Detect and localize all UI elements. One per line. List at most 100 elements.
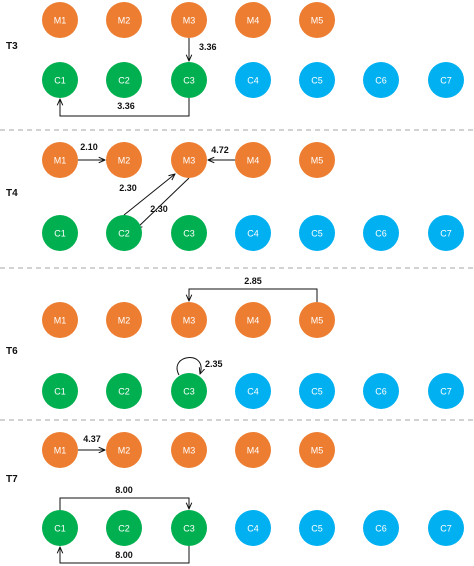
node-circle (363, 62, 399, 98)
node-circle (235, 373, 271, 409)
node-circle (299, 62, 335, 98)
node-label: C6 (375, 387, 387, 397)
node-label: M2 (118, 156, 131, 166)
node-m4-t4: M4 (235, 432, 271, 468)
node-circle (42, 62, 78, 98)
node-circle (235, 62, 271, 98)
edge-m3-to-c2-t2-arrow (136, 177, 190, 229)
node-label: C7 (440, 229, 452, 239)
section-label-t6: T6 (6, 346, 18, 357)
node-circle (363, 510, 399, 546)
node-label: C4 (247, 76, 259, 86)
node-circle (42, 142, 78, 178)
node-c6-t4: C6 (363, 510, 399, 546)
node-label: C4 (247, 387, 259, 397)
node-label: C2 (118, 387, 130, 397)
node-label: C6 (375, 229, 387, 239)
edge-m3-to-c2-t2-label: 2.30 (150, 204, 168, 214)
node-m5-t1: M5 (299, 2, 335, 38)
node-label: C3 (183, 387, 195, 397)
node-c1-t4: C1 (42, 510, 78, 546)
node-label: C6 (375, 524, 387, 534)
node-label: C7 (440, 524, 452, 534)
node-c5-t1: C5 (299, 62, 335, 98)
node-circle (235, 510, 271, 546)
node-label: C2 (118, 229, 130, 239)
node-m1-t3: M1 (42, 302, 78, 338)
node-label: M3 (183, 316, 196, 326)
node-label: M5 (311, 316, 324, 326)
node-m4-t2: M4 (235, 142, 271, 178)
edge-c3-to-c1-t1-label: 3.36 (117, 101, 135, 111)
node-circle (299, 215, 335, 251)
node-c6-t1: C6 (363, 62, 399, 98)
node-circle (171, 215, 207, 251)
node-label: C1 (54, 76, 66, 86)
node-circle (106, 432, 142, 468)
node-m5-t2: M5 (299, 142, 335, 178)
node-circle (428, 62, 464, 98)
node-label: M5 (311, 446, 324, 456)
node-c5-t3: C5 (299, 373, 335, 409)
edge-c1-to-c3-t4-arrow (59, 497, 189, 510)
node-label: C3 (183, 524, 195, 534)
node-circle (428, 215, 464, 251)
node-c5-t4: C5 (299, 510, 335, 546)
node-circle (42, 2, 78, 38)
node-circle (235, 142, 271, 178)
node-c3-t1: C3 (171, 62, 207, 98)
node-label: M1 (54, 156, 67, 166)
edge-m1-to-m2-t4-label: 4.37 (83, 434, 101, 444)
node-circle (42, 373, 78, 409)
node-label: C4 (247, 524, 259, 534)
node-label: C5 (311, 524, 323, 534)
node-circle (171, 142, 207, 178)
section-label-t3: T3 (6, 41, 18, 52)
node-c2-t3: C2 (106, 373, 142, 409)
node-circle (235, 215, 271, 251)
node-c4-t2: C4 (235, 215, 271, 251)
node-m2-t4: M2 (106, 432, 142, 468)
edge-c2-to-m3-t2-arrow (123, 174, 175, 216)
node-circle (235, 302, 271, 338)
node-label: C3 (183, 229, 195, 239)
node-label: M3 (183, 156, 196, 166)
nodes-layer: M1 M2 M3 M4 M5 C1 C2 C3 C4 C5 C6 C7 M1 M2 M3 M4 M5 C1 C2 C3… (42, 2, 464, 546)
node-label: M1 (54, 446, 67, 456)
edge-m1-to-m2-t2-label: 2.10 (80, 142, 98, 152)
node-circle (42, 432, 78, 468)
edge-m3-to-c3-t1-label: 3.36 (199, 42, 217, 52)
node-label: C7 (440, 76, 452, 86)
node-m2-t2: M2 (106, 142, 142, 178)
node-label: C6 (375, 76, 387, 86)
node-label: C1 (54, 524, 66, 534)
node-c5-t2: C5 (299, 215, 335, 251)
node-m2-t1: M2 (106, 2, 142, 38)
node-label: C7 (440, 387, 452, 397)
node-label: C4 (247, 229, 259, 239)
node-label: M3 (183, 16, 196, 26)
node-circle (171, 432, 207, 468)
node-m1-t4: M1 (42, 432, 78, 468)
node-label: M2 (118, 446, 131, 456)
node-circle (299, 302, 335, 338)
node-m3-t2: M3 (171, 142, 207, 178)
node-c4-t4: C4 (235, 510, 271, 546)
node-m1-t1: M1 (42, 2, 78, 38)
node-label: C2 (118, 524, 130, 534)
edge-m5-to-m3-t3-label: 2.85 (244, 276, 262, 286)
node-c6-t2: C6 (363, 215, 399, 251)
node-label: M5 (311, 16, 324, 26)
node-label: M4 (247, 156, 260, 166)
node-c6-t3: C6 (363, 373, 399, 409)
node-label: M2 (118, 316, 131, 326)
node-c4-t3: C4 (235, 373, 271, 409)
node-circle (171, 62, 207, 98)
node-c2-t1: C2 (106, 62, 142, 98)
node-label: M4 (247, 16, 260, 26)
node-label: M1 (54, 16, 67, 26)
edge-c3-to-c1-t1-arrow (60, 98, 190, 117)
node-circle (299, 510, 335, 546)
node-c7-t3: C7 (428, 373, 464, 409)
